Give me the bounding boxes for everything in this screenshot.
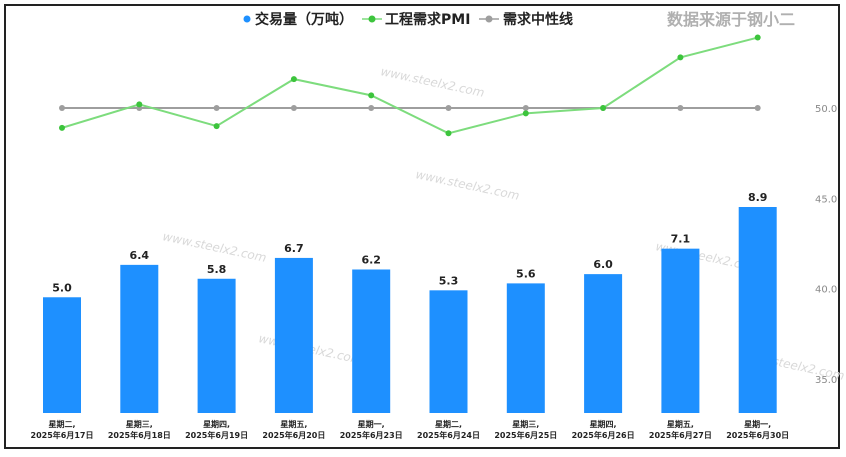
bar-value-label: 5.8 [207,263,227,276]
neutral-line-series-point [677,105,684,111]
bar [429,290,468,413]
neutral-line-series-point [213,105,220,111]
bar [584,274,623,413]
x-tick-label: 星期五, [667,419,694,429]
legend-label-pmi: 工程需求PMI [385,11,470,28]
y-tick-label: 50.0 [815,104,837,115]
bar [352,269,391,413]
neutral-line-series-point [754,105,761,111]
neutral-line-series-point [59,105,65,111]
pmi-series-point [213,123,220,130]
y-tick-label: 35.0 [815,375,837,386]
pmi-series-point [522,110,529,117]
x-tick-label: 星期二, [435,419,462,429]
pmi-series-point [677,54,684,61]
y-tick-label: 45.0 [815,194,837,205]
source-note: 数据来源于钢小二 [667,10,795,29]
bar-value-label: 7.1 [671,233,691,246]
watermark: www.steelx2.com [161,229,267,265]
pmi-series-point [136,101,143,108]
legend-label-neutral: 需求中性线 [503,11,573,28]
pmi-series-point [368,92,375,99]
x-tick-label: 星期四, [590,419,617,429]
watermark: www.steelx2.com [379,64,485,100]
x-tick-label: 2025年6月26日 [572,430,635,440]
x-tick-label: 2025年6月17日 [31,430,94,440]
pmi-series-point [290,76,297,83]
neutral-line-series-point [445,105,452,111]
x-tick-label: 2025年6月27日 [649,430,712,440]
neutral-line-series-point [368,105,375,111]
x-tick-label: 2025年6月20日 [262,430,325,440]
pmi-series-point [445,130,452,137]
legend-marker-pmi [368,15,376,23]
x-tick-label: 星期四, [203,419,230,429]
x-tick-label: 2025年6月24日 [417,430,480,440]
bar-value-label: 6.2 [361,253,381,266]
neutral-line-series-point [522,105,529,111]
neutral-line-series-point [290,105,297,111]
bar [197,278,236,413]
x-tick-label: 星期五, [280,419,307,429]
bar-value-label: 6.4 [130,249,150,262]
bar [120,264,159,413]
bar [738,207,777,413]
legend-marker-neutral [485,15,493,23]
bar [661,248,700,413]
x-tick-label: 星期三, [126,419,153,429]
x-tick-label: 星期三, [512,419,539,429]
bar-value-label: 8.9 [748,191,768,204]
bar-value-label: 5.6 [516,267,536,280]
bar [43,297,81,413]
watermark: www.steelx2.com [414,167,520,203]
x-tick-label: 2025年6月30日 [726,430,789,440]
x-tick-label: 星期二, [48,419,75,429]
bar [274,257,313,413]
pmi-series-line [61,36,758,135]
bar-value-label: 5.0 [52,281,72,294]
legend-label-volume: 交易量（万吨） [255,11,353,28]
pmi-series-point [59,124,65,131]
bar-value-label: 6.0 [593,258,613,271]
x-tick-label: 2025年6月18日 [108,430,171,440]
x-tick-label: 2025年6月19日 [185,430,248,440]
pmi-series-point [754,34,761,41]
legend-marker-volume [243,15,251,23]
legend: 交易量（万吨） 工程需求PMI 需求中性线 [243,11,573,28]
bar-value-label: 5.3 [439,274,459,287]
x-tick-label: 2025年6月25日 [494,430,557,440]
lines-layer [59,34,761,137]
x-tick-label: 星期一, [744,419,771,429]
y-tick-label: 40.0 [815,285,837,296]
bar [506,283,545,413]
bars-layer [43,207,777,413]
pmi-series-point [600,105,607,111]
x-tick-label: 2025年6月23日 [340,430,403,440]
bar-value-label: 6.7 [284,242,304,255]
x-tick-label: 星期一, [358,419,385,429]
labels-layer: 5.0星期二,2025年6月17日6.4星期三,2025年6月18日5.8星期四… [31,104,838,440]
